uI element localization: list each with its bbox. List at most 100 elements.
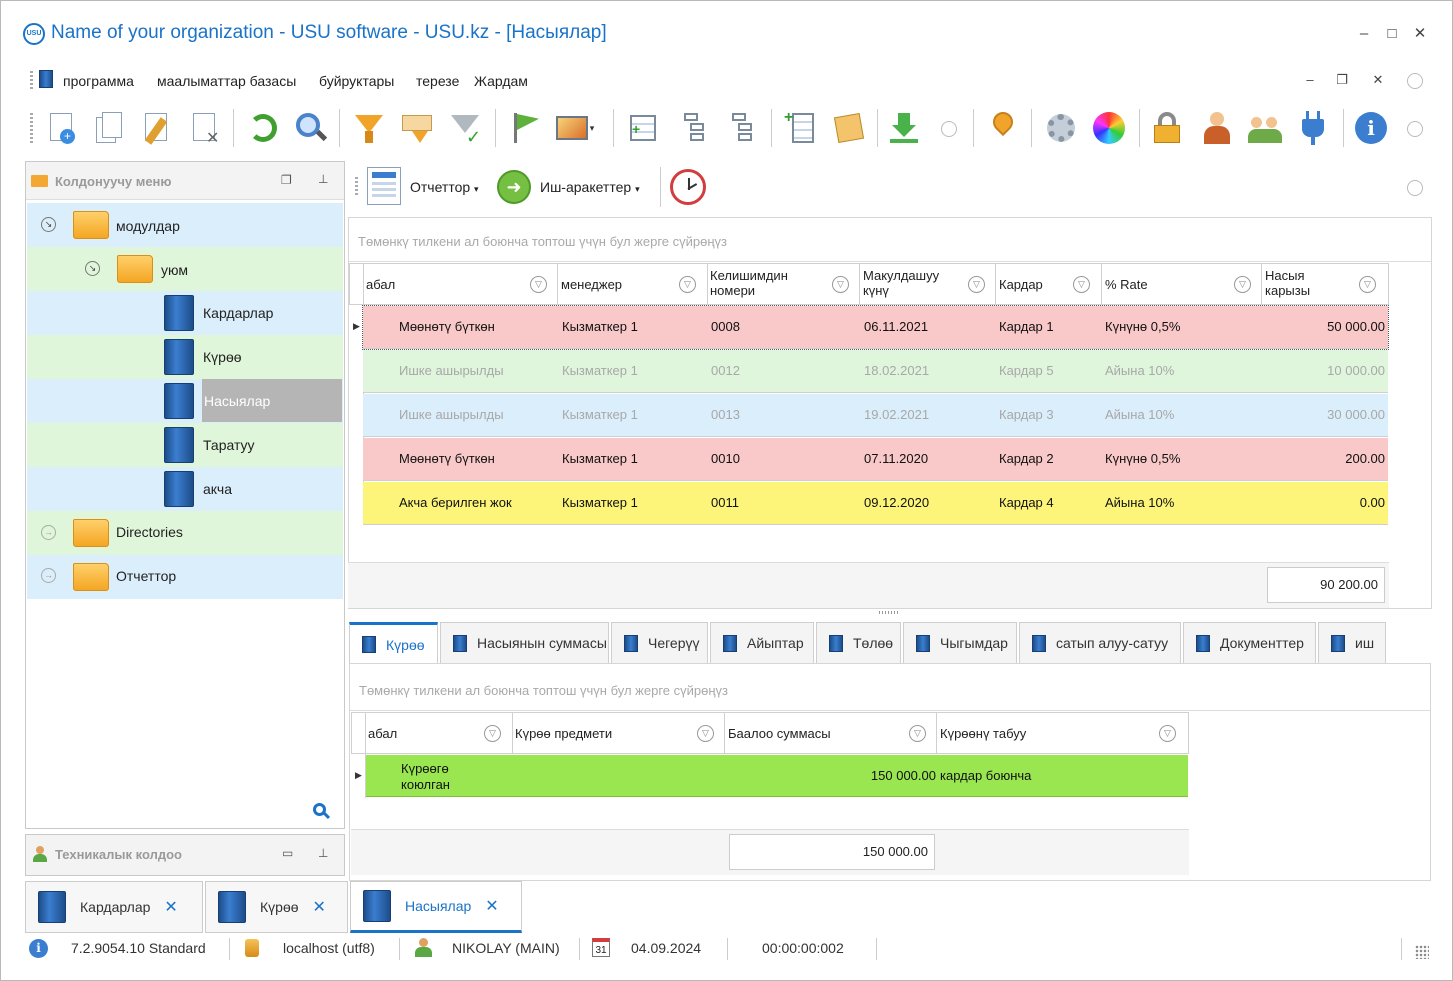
app-menu-icon[interactable] <box>39 70 53 88</box>
tree-item-organization[interactable] <box>27 247 343 291</box>
filter-icon[interactable]: ▽ <box>909 725 926 742</box>
expand-tree-button[interactable] <box>671 105 715 151</box>
col-header-manager[interactable]: менеджер <box>561 277 623 292</box>
tab-5[interactable]: Чыгымдар <box>903 622 1017 664</box>
detail-row[interactable] <box>366 755 1188 797</box>
maximize-button[interactable]: □ <box>1387 25 1397 42</box>
delete-record-button[interactable]: ✕ <box>183 105 227 151</box>
info-button[interactable]: i <box>1349 105 1393 151</box>
tab-2[interactable]: Чегерүү <box>611 622 708 664</box>
add-record-button[interactable]: + <box>39 105 83 151</box>
table-row[interactable] <box>363 350 1388 393</box>
mdi-restore-button[interactable]: ❐ <box>1336 72 1348 87</box>
tab-1[interactable]: Насыянын суммасы <box>440 622 609 664</box>
menu-window[interactable]: терезе <box>416 73 460 89</box>
settings-button[interactable] <box>1039 105 1083 151</box>
mdi-close-button[interactable]: ✕ <box>1372 72 1384 87</box>
tab-6[interactable]: сатып алуу-сатуу <box>1019 622 1181 664</box>
search-icon[interactable] <box>313 803 326 816</box>
users-button[interactable] <box>1243 105 1287 151</box>
download-button[interactable] <box>883 105 927 151</box>
panel-float-icon[interactable]: ❐ <box>281 173 292 187</box>
color-button[interactable] <box>1087 105 1131 151</box>
close-tab-icon[interactable]: ✕ <box>312 899 326 916</box>
refresh-button[interactable] <box>241 105 285 151</box>
detail-col-subject[interactable]: Күрөө предмети <box>515 726 613 741</box>
filter-icon[interactable]: ▽ <box>832 276 849 293</box>
flag-button[interactable] <box>503 105 547 151</box>
copy-record-button[interactable] <box>87 105 131 151</box>
add-column-button[interactable]: + <box>779 105 823 151</box>
collapse-tree-button[interactable] <box>719 105 763 151</box>
panel-restore-icon[interactable]: ▭ <box>282 846 294 860</box>
close-tab-icon[interactable]: ✕ <box>164 899 178 916</box>
close-tab-icon[interactable]: ✕ <box>485 898 499 915</box>
filter-icon[interactable]: ▽ <box>530 276 547 293</box>
tree-collapse-icon[interactable]: ↘ <box>41 217 56 232</box>
filter-icon[interactable]: ▽ <box>968 276 985 293</box>
minimize-button[interactable]: – <box>1359 25 1369 42</box>
menu-help[interactable]: Жардам <box>474 73 528 89</box>
menu-commands[interactable]: буйруктары <box>319 73 395 89</box>
search-button[interactable] <box>289 105 333 151</box>
tab-8[interactable]: иш <box>1318 622 1386 664</box>
mdi-minimize-button[interactable]: – <box>1306 72 1314 87</box>
image-menu-button[interactable]: ▾ <box>553 105 597 151</box>
filter-button[interactable] <box>347 105 391 151</box>
detail-col-source[interactable]: Күрөөнү табуу <box>940 726 1027 741</box>
subtoolbar-options-icon[interactable] <box>1407 180 1423 196</box>
group-add-button[interactable]: + <box>621 105 665 151</box>
window-tab-collateral[interactable]: Күрөө ✕ <box>205 881 348 933</box>
menu-options-icon[interactable] <box>1407 73 1423 89</box>
tech-support-panel[interactable] <box>25 834 345 876</box>
menu-database[interactable]: маалыматтар базасы <box>157 73 297 89</box>
tab-0[interactable]: Күрөө <box>349 622 438 664</box>
toolbar-more-icon[interactable] <box>1407 121 1423 137</box>
tab-4[interactable]: Төлөө <box>816 622 901 664</box>
notes-button[interactable] <box>827 105 871 151</box>
lock-button[interactable] <box>1145 105 1189 151</box>
table-row[interactable] <box>363 438 1388 481</box>
tab-3[interactable]: Айыптар <box>710 622 814 664</box>
filter-icon[interactable]: ▽ <box>1073 276 1090 293</box>
plugin-button[interactable] <box>1291 105 1335 151</box>
actions-arrow-icon[interactable]: ➜ <box>497 170 531 204</box>
panel-pin-icon[interactable]: ⊥ <box>318 172 329 186</box>
table-row[interactable] <box>363 394 1388 437</box>
table-row[interactable] <box>362 305 1389 350</box>
filter-icon[interactable]: ▽ <box>1359 276 1376 293</box>
filter-edit-button[interactable] <box>395 105 439 151</box>
col-header-contract-number[interactable]: Келишимдин номери <box>710 268 788 298</box>
table-row[interactable] <box>363 482 1388 525</box>
detail-col-status[interactable]: абал <box>368 726 398 741</box>
window-tab-clients[interactable]: Кардарлар ✕ <box>25 881 203 933</box>
reports-icon[interactable] <box>367 167 401 205</box>
col-header-agreement-date[interactable]: Макулдашуу күнү <box>863 268 940 298</box>
filter-icon[interactable]: ▽ <box>1159 725 1176 742</box>
tree-expand-icon[interactable]: → <box>41 568 56 583</box>
col-header-status[interactable]: абал <box>366 277 396 292</box>
close-button[interactable]: ✕ <box>1413 25 1427 42</box>
col-header-rate[interactable]: % Rate <box>1105 277 1148 292</box>
tab-7[interactable]: Документтер <box>1183 622 1316 664</box>
filter-icon[interactable]: ▽ <box>679 276 696 293</box>
toolbar-options-icon[interactable] <box>941 121 957 137</box>
clock-icon[interactable] <box>670 169 706 205</box>
filter-icon[interactable]: ▽ <box>697 725 714 742</box>
col-header-debt[interactable]: Насыя карызы <box>1265 268 1311 298</box>
resize-grip-icon[interactable] <box>1415 945 1429 959</box>
location-button[interactable] <box>981 105 1025 151</box>
col-header-client[interactable]: Кардар <box>999 277 1043 292</box>
filter-icon[interactable]: ▽ <box>1234 276 1251 293</box>
user-button[interactable] <box>1195 105 1239 151</box>
edit-record-button[interactable] <box>135 105 179 151</box>
detail-col-amount[interactable]: Баалоо суммасы <box>728 726 831 741</box>
splitter-grip[interactable] <box>879 611 899 614</box>
filter-apply-button[interactable]: ✓ <box>443 105 487 151</box>
panel-pin-icon[interactable]: ⊥ <box>318 846 329 860</box>
filter-icon[interactable]: ▽ <box>484 725 501 742</box>
tree-expand-icon[interactable]: → <box>41 525 56 540</box>
actions-dropdown[interactable]: Иш-аракеттер ▾ <box>540 179 640 195</box>
menu-program[interactable]: программа <box>63 73 134 89</box>
tree-collapse-icon[interactable]: ↘ <box>85 261 100 276</box>
